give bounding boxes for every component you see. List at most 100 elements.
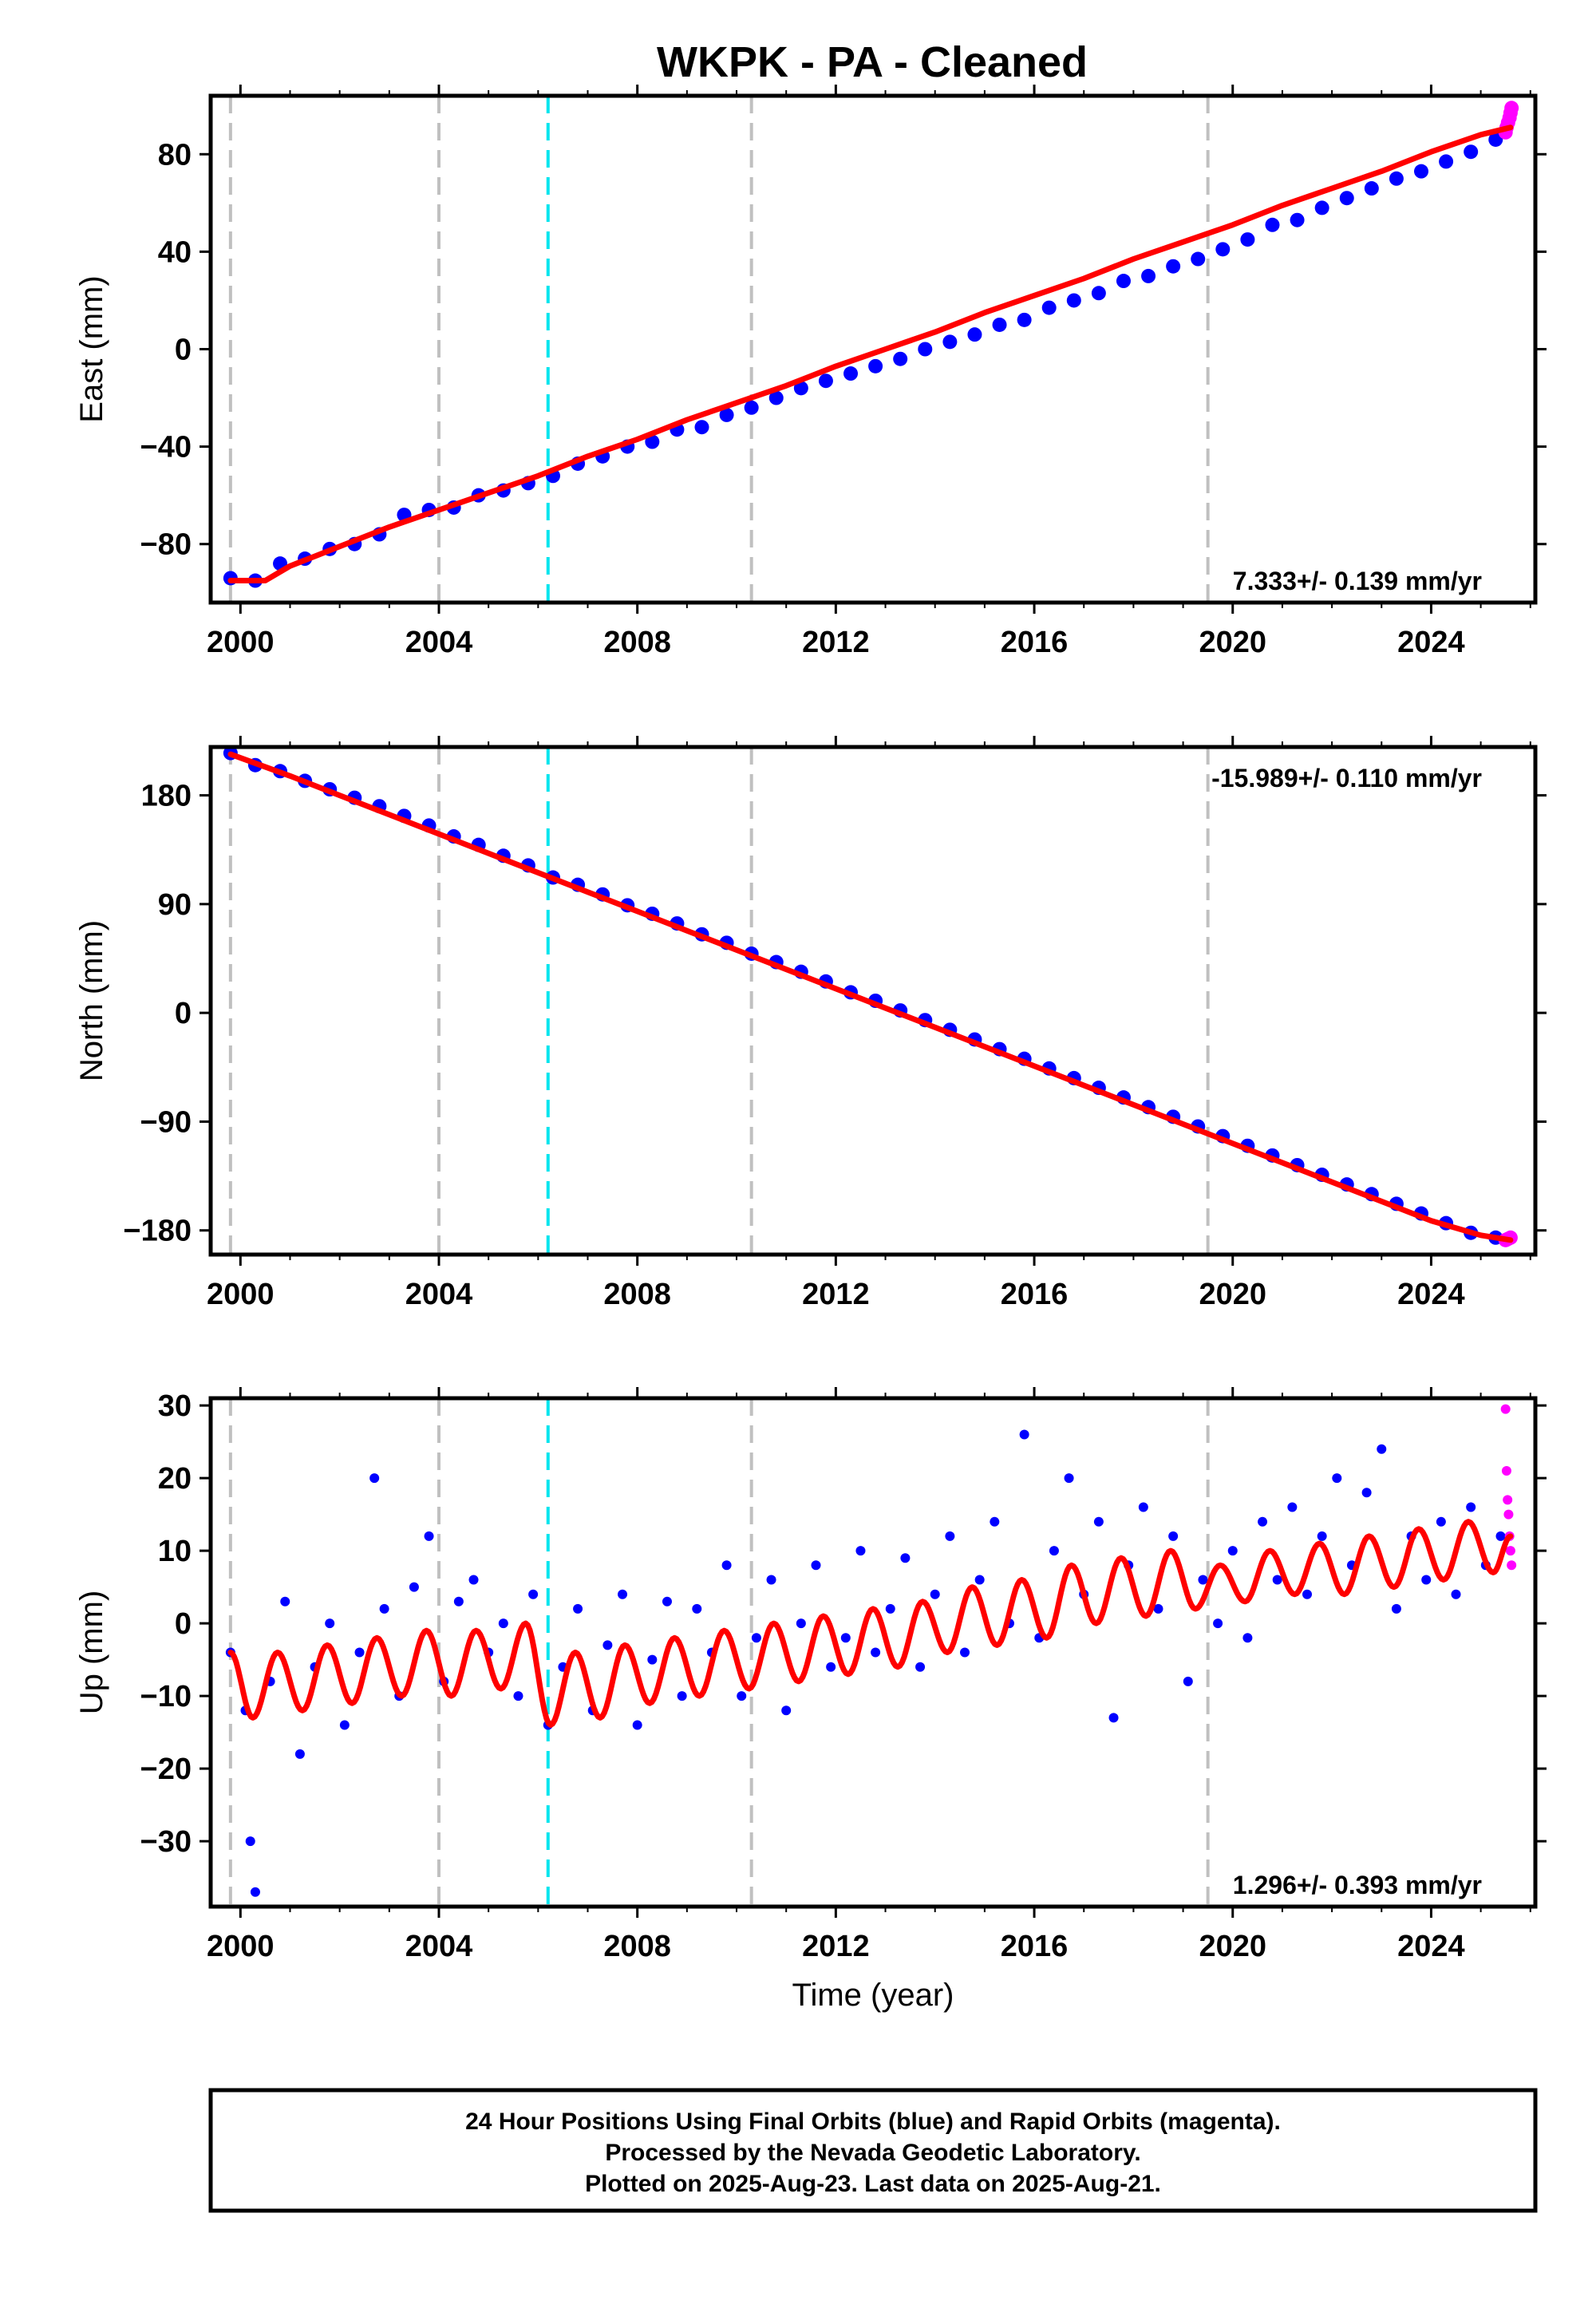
final-orbit-point: [826, 1662, 836, 1672]
y-tick-label: 0: [175, 997, 192, 1030]
rapid-orbit-point: [1504, 101, 1519, 116]
final-orbit-point: [1198, 1575, 1208, 1585]
final-orbit-point: [694, 420, 709, 435]
y-tick-label: 40: [158, 235, 192, 269]
final-orbit-point: [1421, 1575, 1432, 1585]
final-orbit-point: [647, 1654, 658, 1665]
plot-area: [223, 96, 1519, 603]
rapid-orbit-point: [1503, 1495, 1513, 1505]
final-orbit-point: [744, 400, 759, 415]
final-orbit-point: [325, 1618, 335, 1629]
y-tick-label: −30: [140, 1825, 192, 1859]
final-orbit-point: [900, 1553, 911, 1563]
final-orbit-point: [409, 1582, 419, 1592]
y-tick-label: 180: [141, 780, 192, 813]
y-tick-label: 10: [158, 1535, 192, 1568]
final-orbit-point: [1093, 1516, 1104, 1527]
final-orbit-point: [974, 1575, 985, 1585]
final-orbit-point: [945, 1531, 955, 1541]
final-orbit-point: [354, 1647, 365, 1658]
figure-title: WKPK - PA - Cleaned: [657, 38, 1088, 86]
model-fit-line: [227, 751, 1514, 1243]
rapid-orbit-point: [1507, 1560, 1517, 1571]
final-orbit-point: [1191, 251, 1206, 267]
final-orbit-point: [781, 1705, 792, 1716]
plot-frame: [208, 1396, 1538, 1909]
final-orbit-point: [1215, 242, 1231, 257]
final-orbit-point: [1495, 1531, 1506, 1541]
x-tick-label: 2024: [1397, 626, 1465, 659]
x-tick-label: 2000: [207, 1278, 275, 1311]
x-tick-label: 2016: [1001, 1930, 1069, 1963]
final-orbit-point: [294, 1749, 305, 1759]
final-orbit-point: [645, 434, 660, 449]
x-tick-label: 2012: [802, 626, 870, 659]
final-orbit-point: [818, 373, 833, 389]
x-tick-label: 2012: [802, 1930, 870, 1963]
velocity-rate-label: 1.296+/- 0.393 mm/yr: [1233, 1871, 1482, 1899]
caption-box: 24 Hour Positions Using Final Orbits (bl…: [208, 2088, 1538, 2213]
x-tick-label: 2020: [1199, 1930, 1266, 1963]
final-orbit-point: [1332, 1473, 1342, 1484]
final-orbit-point: [1213, 1618, 1223, 1629]
final-orbit-point: [967, 327, 982, 342]
y-tick-label: −10: [140, 1680, 192, 1713]
y-tick-label: 90: [158, 888, 192, 922]
final-orbit-point: [768, 390, 784, 405]
final-orbit-point: [1138, 1502, 1148, 1512]
y-tick-label: −90: [140, 1105, 192, 1139]
final-orbit-point: [1153, 1603, 1163, 1614]
x-tick-label: 2008: [603, 1278, 671, 1311]
final-orbit-point: [1049, 1546, 1059, 1556]
caption-line-2: Processed by the Nevada Geodetic Laborat…: [605, 2140, 1140, 2166]
final-orbit-point: [1464, 144, 1479, 160]
final-orbit-point: [1242, 1633, 1253, 1643]
final-orbit-point: [1272, 1575, 1282, 1585]
x-tick-label: 2016: [1001, 626, 1069, 659]
final-orbit-point: [871, 1647, 881, 1658]
final-orbit-point: [721, 1560, 732, 1571]
x-tick-label: 2024: [1397, 1278, 1465, 1311]
plot-area: [223, 747, 1518, 1255]
x-tick-label: 2008: [603, 626, 671, 659]
final-orbit-point: [990, 1516, 1000, 1527]
final-orbit-point: [811, 1560, 821, 1571]
final-orbit-point: [513, 1691, 523, 1701]
caption-line-3: Plotted on 2025-Aug-23. Last data on 202…: [585, 2171, 1161, 2197]
final-orbit-point: [1290, 212, 1305, 227]
x-tick-label: 2000: [207, 1930, 275, 1963]
final-orbit-point: [1488, 132, 1503, 147]
final-orbit-point: [1168, 1531, 1179, 1541]
final-orbit-point: [840, 1633, 851, 1643]
final-orbit-point: [1166, 259, 1181, 274]
final-orbit-point: [1302, 1589, 1313, 1599]
final-orbit-point: [1389, 171, 1404, 186]
final-orbit-point: [1391, 1603, 1401, 1614]
y-axis-label: East (mm): [74, 275, 109, 422]
up-panel: 2000 2004 2008 2012 2016 2020 2024 −30 −20 −10 0 10…: [74, 1387, 1547, 2013]
y-tick-label: −20: [140, 1753, 192, 1786]
final-orbit-point: [1041, 300, 1057, 315]
final-orbit-point: [737, 1691, 747, 1701]
final-orbit-point: [843, 366, 859, 381]
x-tick-label: 2008: [603, 1930, 671, 1963]
y-tick-label: 0: [175, 1607, 192, 1641]
y-tick-label: −180: [123, 1215, 192, 1248]
final-orbit-point: [1019, 1429, 1029, 1440]
rapid-orbit-point: [1501, 1466, 1511, 1476]
final-orbit-point: [424, 1531, 434, 1541]
final-orbit-point: [1265, 217, 1280, 232]
y-tick-label: −80: [140, 528, 192, 562]
model-fit-line: [227, 1519, 1514, 1728]
final-orbit-point: [915, 1662, 926, 1672]
y-tick-label: 30: [158, 1389, 192, 1423]
final-orbit-point: [930, 1589, 940, 1599]
final-orbit-point: [1436, 1516, 1446, 1527]
velocity-rate-label: -15.989+/- 0.110 mm/yr: [1211, 764, 1482, 792]
final-orbit-point: [632, 1720, 642, 1730]
final-orbit-point: [766, 1575, 776, 1585]
final-orbit-point: [1091, 286, 1106, 301]
final-orbit-point: [751, 1633, 761, 1643]
x-tick-label: 2000: [207, 626, 275, 659]
final-orbit-point: [1116, 274, 1131, 289]
